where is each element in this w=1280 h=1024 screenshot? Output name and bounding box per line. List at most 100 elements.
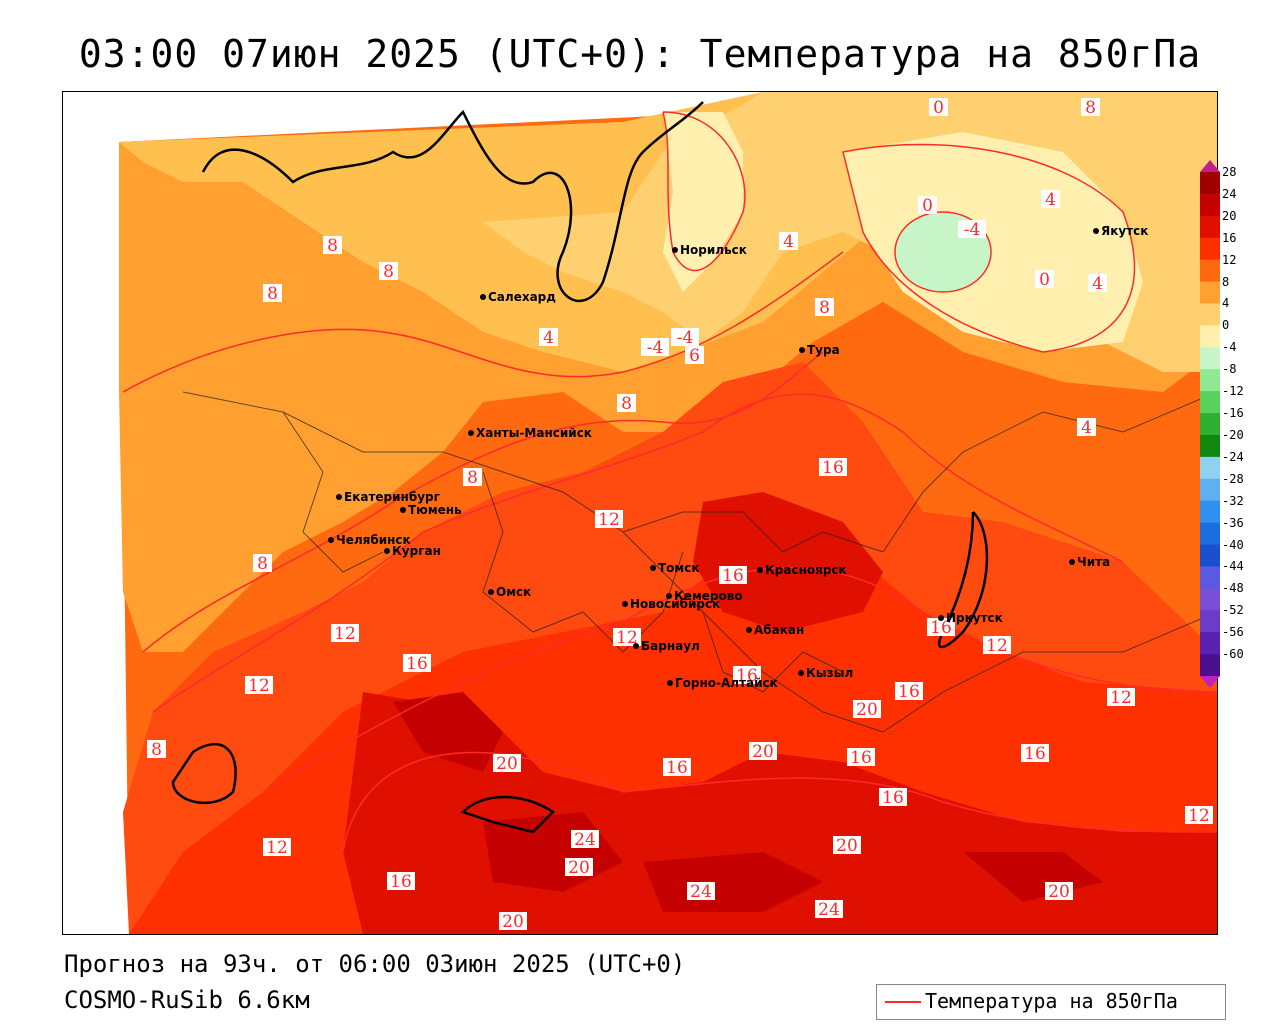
colorbar-tick-label: -60: [1222, 647, 1244, 662]
isoline-label: 20: [568, 858, 590, 878]
isoline-label-bg: [499, 912, 527, 930]
isoline-label: 8: [1085, 98, 1096, 118]
isoline-label-bg: [1185, 806, 1213, 824]
isoline-label: 16: [850, 748, 872, 768]
isoline-label: 16: [722, 566, 744, 586]
isoline-label: 12: [986, 636, 1008, 656]
city-label: Новосибирск: [630, 597, 720, 611]
city-label: Челябинск: [336, 533, 411, 547]
isoline-label-bg: [613, 628, 641, 646]
isoline-label: -4: [964, 220, 981, 240]
isoline-label: 0: [933, 98, 944, 118]
colorbar-tick-label: -16: [1222, 406, 1244, 421]
isoline-label-bg: [663, 758, 691, 776]
isoline-label-bg: [571, 830, 599, 848]
isoline-label-bg: [1045, 882, 1073, 900]
colorbar-swatch: [1200, 259, 1220, 283]
isoline-label: 4: [1092, 274, 1103, 294]
isoline-label-bg: [983, 636, 1011, 654]
city-marker: [666, 593, 672, 599]
city-label: Горно-Алтайск: [675, 676, 778, 690]
isoline-label-bg: [779, 232, 798, 250]
colorbar-tick-label: -36: [1222, 515, 1244, 530]
isoline-label-bg: [463, 468, 482, 486]
city-label: Томск: [658, 561, 700, 575]
city-marker: [400, 507, 406, 513]
isoline-label: 16: [898, 682, 920, 702]
temperature-map: 0 8 4 -4 0 4 0 8 4 8 8 -4 4 -4 6 8 4 8 12 16 8 8 12 16 12 12 16 12 1…: [62, 91, 1218, 935]
colorbar-swatch: [1200, 215, 1220, 239]
city-label: Ханты-Мансийск: [476, 426, 592, 440]
isoline-label-bg: [929, 98, 948, 116]
city-label: Тюмень: [408, 503, 462, 517]
colorbar-tick-label: -20: [1222, 427, 1244, 442]
isoline-label-bg: [617, 394, 636, 412]
colorbar-swatch: [1200, 654, 1220, 677]
colorbar-swatch: [1200, 500, 1220, 524]
cities-layer: Норильск Якутск Салехард Тура Ханты-Мансийск…: [328, 224, 1148, 690]
colorbar-swatch: [1200, 456, 1220, 480]
forecast-info: Прогноз на 93ч. от 06:00 03июн 2025 (UTC…: [64, 950, 686, 978]
isoline-label-bg: [1077, 418, 1096, 436]
isoline-label: 20: [856, 700, 878, 720]
legend-label: Температура на 850гПа: [925, 989, 1178, 1013]
colorbar-tick-label: -8: [1222, 362, 1237, 377]
colorbar-tick-label: -52: [1222, 603, 1244, 618]
isoline-label: 8: [257, 554, 268, 574]
isoline-label-bg: [387, 872, 415, 890]
isoline-label: 16: [1024, 744, 1046, 764]
city-label: Кемерово: [674, 589, 743, 603]
isoline-label-bg: [493, 754, 521, 772]
city-marker: [328, 537, 334, 543]
colorbar-tick-label: -28: [1222, 471, 1244, 486]
isoline-label: 16: [736, 666, 758, 686]
isoline-label-bg: [1035, 270, 1054, 288]
colorbar-swatch: [1200, 193, 1220, 217]
colorbar-tick-label: 0: [1222, 318, 1230, 333]
isoline-label: 8: [621, 394, 632, 414]
city-label: Чита: [1077, 555, 1110, 569]
isoline-label: 4: [543, 328, 554, 348]
isoline-label: -4: [677, 328, 694, 348]
isoline-label: 16: [666, 758, 688, 778]
colorbar-tick-label: -56: [1222, 625, 1244, 640]
city-marker: [938, 615, 944, 621]
isoline-label-bg: [331, 624, 359, 642]
isoline-label-bg: [147, 740, 166, 758]
colorbar-tick-label: 16: [1222, 230, 1237, 245]
isoline-label-bg: [895, 682, 923, 700]
isoline-label-bg: [1021, 744, 1049, 762]
zone-0b: [843, 132, 1143, 352]
legend-line-swatch: [885, 1001, 921, 1003]
isoline-label: 12: [616, 628, 638, 648]
city-label: Омск: [496, 585, 531, 599]
city-marker: [384, 548, 390, 554]
isoline-label: 12: [598, 510, 620, 530]
isoline-label: 16: [406, 654, 428, 674]
colorbar-swatch: [1200, 413, 1220, 436]
colorbar-tick-label: 12: [1222, 252, 1237, 267]
isoline-label-bg: [1041, 190, 1060, 208]
city-label: Тура: [807, 343, 840, 357]
isoline-label-bg: [263, 284, 282, 302]
isoline-label-bg: [733, 666, 761, 684]
colorbar-tick-label: -4: [1222, 340, 1237, 355]
isoline-label: 8: [467, 468, 478, 488]
colorbar-swatch: [1200, 522, 1220, 546]
city-label: Барнаул: [641, 639, 700, 653]
city-label: Иркутск: [946, 611, 1003, 625]
isoline-label: 8: [151, 740, 162, 760]
city-marker: [336, 494, 342, 500]
isoline-label: 16: [390, 872, 412, 892]
isoline-label-bg: [815, 298, 834, 316]
isoline-label: 24: [690, 882, 712, 902]
isoline-label-bg: [819, 458, 847, 476]
isoline-label-bg: [1081, 98, 1100, 116]
colorbar-swatch: [1200, 237, 1220, 261]
colorbar-tick-label: -44: [1222, 559, 1244, 574]
isoline-label-bg: [719, 566, 747, 584]
isoline-label: 6: [689, 346, 700, 366]
legend: Температура на 850гПа: [876, 984, 1226, 1020]
colorbar-tick-label: 8: [1222, 274, 1230, 289]
